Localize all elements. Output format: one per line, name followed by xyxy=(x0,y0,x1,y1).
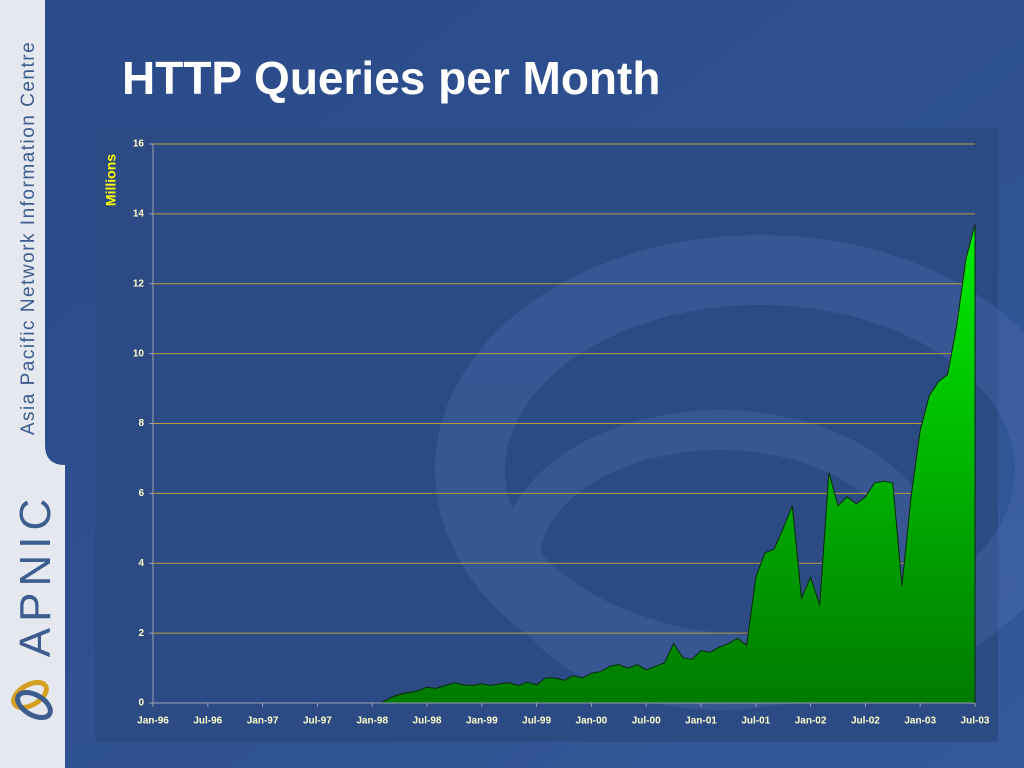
x-tick-label: Jul-01 xyxy=(741,716,770,727)
x-tick-label: Jul-96 xyxy=(193,716,222,727)
y-tick-label: 10 xyxy=(133,348,145,359)
x-tick-label: Jul-00 xyxy=(632,716,661,727)
x-tick-label: Jan-97 xyxy=(247,716,279,727)
chart-title: HTTP Queries per Month xyxy=(122,52,660,104)
x-tick-label: Jul-97 xyxy=(303,716,332,727)
x-tick-label: Jan-96 xyxy=(137,716,169,727)
y-tick-label: 0 xyxy=(138,698,144,709)
x-tick-label: Jan-98 xyxy=(356,716,388,727)
y-tick-label: 12 xyxy=(133,278,145,289)
organisation-name: Asia Pacific Network Information Centre xyxy=(18,41,39,435)
y-tick-label: 2 xyxy=(138,628,144,639)
logo-text: APNIC xyxy=(11,493,60,657)
x-tick-label: Jan-00 xyxy=(576,716,608,727)
plot: 0 2 4 6 8 10 12 14 16 Jan-96 Jul-96 Jan-97 Jul-97 Jan… xyxy=(133,139,990,727)
y-tick-label: 14 xyxy=(133,209,145,220)
y-axis-label: Millions xyxy=(103,154,119,206)
x-tick-label: Jul-03 xyxy=(961,716,990,727)
x-tick-label: Jul-98 xyxy=(413,716,442,727)
y-tick-label: 6 xyxy=(138,488,144,499)
x-tick-label: Jan-03 xyxy=(904,716,936,727)
y-tick-label: 16 xyxy=(133,139,145,150)
logo-icon xyxy=(11,680,53,720)
sidebar xyxy=(0,0,65,768)
x-tick-label: Jul-02 xyxy=(851,716,880,727)
x-tick-label: Jul-99 xyxy=(522,716,551,727)
y-tick-label: 4 xyxy=(138,558,144,569)
x-tick-label: Jan-99 xyxy=(466,716,498,727)
x-tick-label: Jan-02 xyxy=(795,716,827,727)
y-tick-label: 8 xyxy=(138,418,144,429)
x-tick-label: Jan-01 xyxy=(685,716,717,727)
